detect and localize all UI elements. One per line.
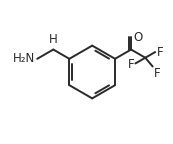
Text: O: O xyxy=(134,31,143,44)
Text: F: F xyxy=(127,58,134,71)
Text: H: H xyxy=(49,33,58,46)
Text: F: F xyxy=(154,67,160,80)
Text: H₂N: H₂N xyxy=(13,52,35,65)
Text: F: F xyxy=(157,46,163,58)
